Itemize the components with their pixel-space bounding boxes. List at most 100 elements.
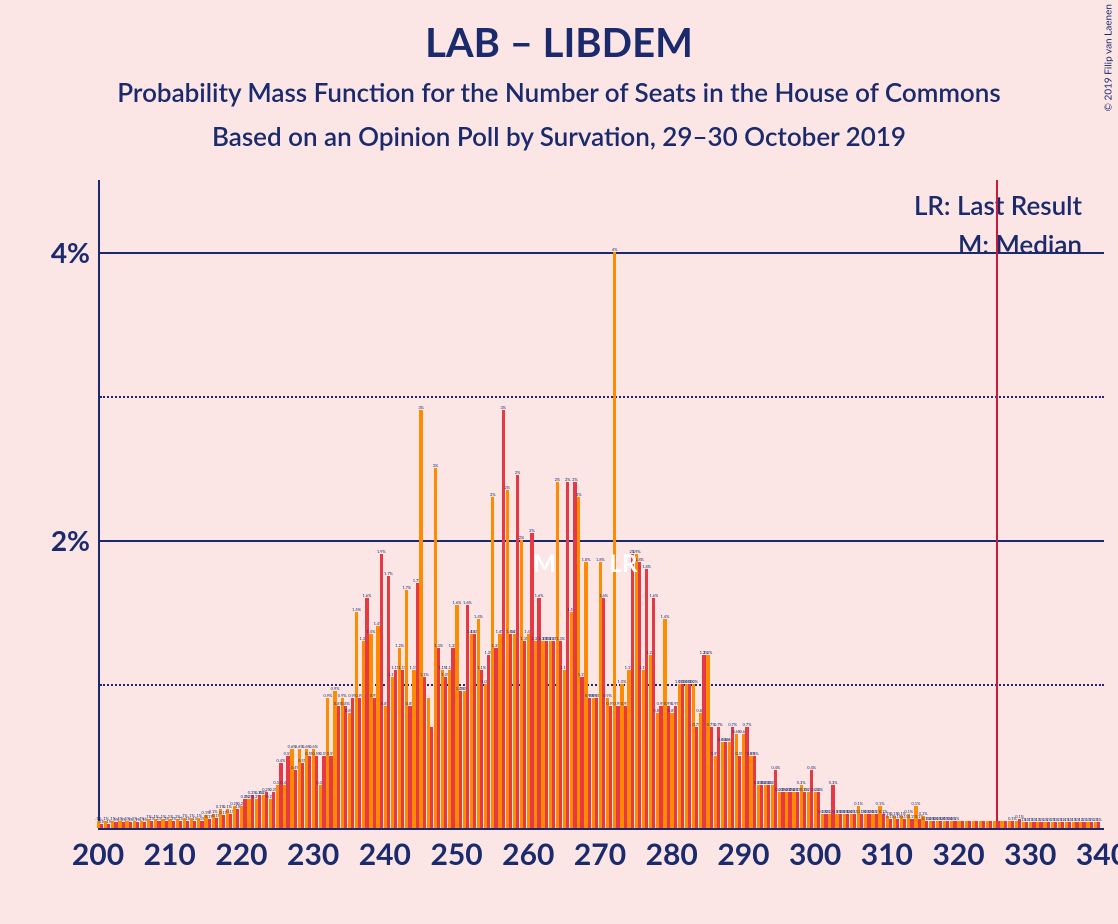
bar-series-b	[975, 821, 978, 828]
bar-series-b: 0.7%	[695, 727, 698, 828]
bar-series-b: 0.1%	[1011, 821, 1014, 828]
bar-series-b: 0.9%	[588, 698, 591, 828]
bar-value-label: 0.4%	[771, 765, 780, 770]
bar-value-label: 1.6%	[649, 593, 658, 598]
bar-series-b: 0.9%	[616, 706, 619, 828]
bar-value-label: 3%	[418, 405, 424, 410]
bar-series-b: 0.1%	[229, 814, 232, 828]
bar-series-b: .1%	[1068, 822, 1071, 828]
bar-series-b: .1%	[1082, 822, 1085, 828]
bar-series-b: .1%	[186, 821, 189, 828]
bar-series-b	[430, 727, 433, 828]
xtick-label: 260	[502, 836, 554, 872]
bar-series-b: 1.1%	[401, 670, 404, 828]
bar-value-label: 2%	[519, 535, 525, 540]
bar-series-b: .1%	[179, 821, 182, 828]
bar-series-b: .1%	[172, 821, 175, 828]
bar-series-b: .1%	[1097, 822, 1100, 828]
bar-series-b: .1%	[143, 822, 146, 828]
bar-value-label: 2%	[565, 477, 571, 482]
bar-series-b: .1%	[100, 824, 103, 828]
bar-value-label: 1.8%	[596, 557, 605, 562]
bar-series-b: 0.1%	[215, 818, 218, 828]
bar-value-label: 1.6%	[463, 600, 472, 605]
bar-series-b: 0.7%	[731, 727, 734, 828]
bar-series-b: 0.3%	[831, 785, 834, 828]
bar-series-b: 0.1%	[222, 815, 225, 828]
bar-value-label: 1.4%	[661, 614, 670, 619]
bar-series-b: 0.2%	[796, 792, 799, 828]
bar-series-b: 0.1%	[824, 814, 827, 828]
bar-series-b: .1%	[1090, 822, 1093, 828]
xtick-label: 320	[932, 836, 984, 872]
bar-series-b: 0.4%	[294, 770, 297, 828]
bar-series-b: 0.2%	[258, 795, 261, 828]
bar-series-b: 1.3%	[437, 648, 440, 828]
bar-series-b: 0.9%	[351, 698, 354, 828]
bar-series-b: 2%	[631, 554, 634, 828]
bar-value-label: 1.4%	[474, 614, 483, 619]
bar-series-b: 0.1%	[839, 814, 842, 828]
bar-value-label: 0.3%	[797, 780, 806, 785]
bar-series-b: .1%	[122, 822, 125, 828]
ytick-label: 2%	[51, 523, 90, 557]
bar-series-b: 0.1%	[896, 819, 899, 828]
bar-series-b: 0.1%	[846, 814, 849, 828]
xtick-label: 270	[574, 836, 626, 872]
bar-series-b: .1%	[114, 822, 117, 828]
bar-value-label: 0.4%	[807, 765, 816, 770]
bar-series-b: 1.3%	[545, 641, 548, 828]
bar-value-label: 2%	[529, 528, 535, 533]
bar-value-label: 0.1%	[912, 801, 921, 806]
bar-series-b: 0.9%	[358, 698, 361, 828]
bar-series-b: 1.0%	[459, 691, 462, 828]
bar-value-label: 1.0%	[617, 679, 626, 684]
bar-series-b: .1%	[1025, 822, 1028, 828]
bar-series-b: 1.0%	[688, 684, 691, 828]
bar-series-b: 2%	[516, 475, 519, 828]
bar-series-b: 0.9%	[609, 706, 612, 828]
bar-series-b: 0.1%	[875, 814, 878, 828]
bar-series-b: 1.0%	[681, 684, 684, 828]
bar-series-b: 0.1%	[939, 821, 942, 828]
bar-series-b: 0.1%	[953, 821, 956, 828]
bar-value-label: 2%	[515, 470, 521, 475]
xtick-label: 230	[287, 836, 339, 872]
bar-series-b: .1%	[193, 821, 196, 828]
bar-series-b: 0.8%	[337, 706, 340, 828]
xtick-label: 290	[717, 836, 769, 872]
bar-series-b: 0.5%	[753, 756, 756, 828]
bar-series-b: 0.7%	[710, 727, 713, 828]
xtick-label: 250	[430, 836, 482, 872]
bar-series-b: 0.2%	[788, 792, 791, 828]
bar-value-label: 4%	[612, 247, 618, 252]
bar-series-b: .1%	[1047, 822, 1050, 828]
last-result-line	[996, 180, 998, 828]
bar-series-b: 1.8%	[645, 569, 648, 828]
chart-subtitle: Probability Mass Function for the Number…	[0, 66, 1118, 108]
bar-series-b: .1%	[1061, 822, 1064, 828]
bar-series-b: 0.5%	[301, 763, 304, 828]
bar-series-b: .1%	[1032, 822, 1035, 828]
bar-series-b: 0.1%	[910, 819, 913, 828]
bar-series-b: 0.4%	[279, 763, 282, 828]
chart-subtitle-2: Based on an Opinion Poll by Survation, 2…	[0, 108, 1118, 152]
bar-series-b: 1.1%	[394, 670, 397, 828]
bar-series-b: .1%	[236, 809, 239, 828]
bar-series-b: 1.6%	[602, 598, 605, 828]
bar-series-b: 1.8%	[638, 562, 641, 828]
bar-value-label: 0.7%	[728, 722, 737, 727]
marker-lr: LR	[610, 549, 638, 578]
bar-series-b: 0.3%	[767, 785, 770, 828]
bar-value-label: 1.1%	[420, 672, 429, 677]
bar-series-b: 0.9%	[373, 698, 376, 828]
bar-value-label: 1.0%	[689, 679, 698, 684]
xtick-label: 240	[359, 836, 411, 872]
bar-value-label: 1.9%	[377, 549, 386, 554]
bar-series-b: 2%	[566, 482, 569, 828]
bar-value-label: 1.6%	[363, 593, 372, 598]
bar-series-b: 0.2%	[251, 795, 254, 828]
bar-series-b: .1%	[129, 822, 132, 828]
bar-series-b: 1.4%	[509, 634, 512, 828]
bar-series-b: 0.9%	[624, 706, 627, 828]
